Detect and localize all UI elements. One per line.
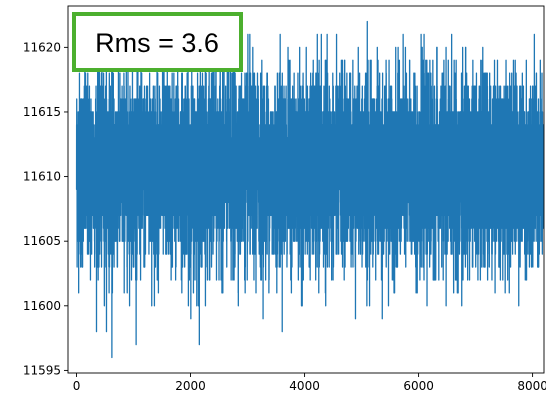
x-tick-label: 4000 bbox=[289, 379, 320, 393]
series-line bbox=[75, 20, 544, 359]
x-tick-label: 2000 bbox=[175, 379, 206, 393]
y-tick-label: 11605 bbox=[23, 234, 61, 248]
x-tick-label: 6000 bbox=[403, 379, 434, 393]
annotation-text: Rms = 3.6 bbox=[95, 28, 219, 58]
x-tick-label: 0 bbox=[73, 379, 81, 393]
y-tick-label: 11600 bbox=[23, 299, 61, 313]
x-tick-label: 8000 bbox=[517, 379, 546, 393]
y-tick-label: 11610 bbox=[23, 170, 61, 184]
y-tick-label: 11620 bbox=[23, 40, 61, 54]
plot-frame bbox=[67, 5, 545, 374]
y-tick-label: 11595 bbox=[23, 363, 61, 377]
annotation-box bbox=[72, 12, 243, 72]
y-tick-label: 11615 bbox=[23, 105, 61, 119]
